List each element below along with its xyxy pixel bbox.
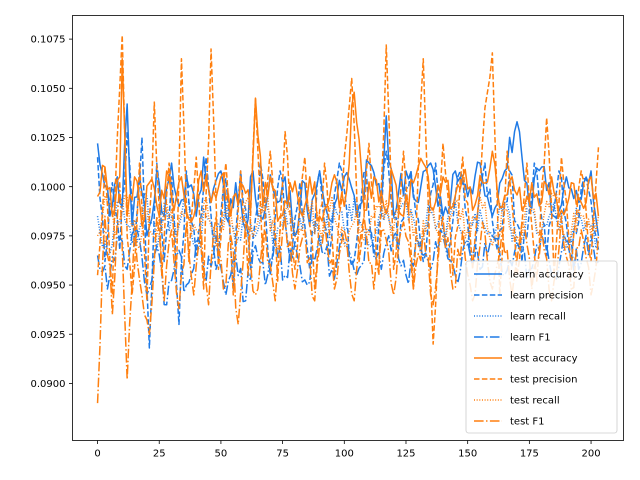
y-tick-label: 0.1025 [31, 133, 66, 144]
x-tick-label: 200 [582, 449, 601, 460]
x-tick-label: 150 [458, 449, 477, 460]
y-tick-label: 0.1075 [31, 35, 66, 46]
legend-label: learn accuracy [510, 270, 584, 281]
x-tick-label: 75 [276, 449, 289, 460]
legend-label: learn F1 [510, 333, 551, 344]
y-tick-label: 0.0975 [31, 231, 66, 242]
series-line-test-precision [96, 34, 600, 345]
y-tick-label: 0.1000 [31, 182, 66, 193]
y-axis: 0.0900 0.0925 0.0950 0.0975 0.1000 0.1025 0.10… [31, 35, 73, 390]
x-tick-label: 25 [153, 449, 166, 460]
series-line-test-recall [96, 191, 600, 252]
legend-label: test recall [510, 396, 560, 407]
legend-label: learn recall [510, 312, 566, 323]
y-tick-label: 0.1050 [31, 84, 66, 95]
plot-frame [72, 15, 624, 441]
y-tick-label: 0.0900 [31, 379, 66, 390]
series-line-learn-precision [96, 130, 600, 349]
x-axis: 0 25 50 75 100 125 150 175 200 [94, 440, 601, 460]
x-tick-label: 100 [335, 449, 354, 460]
legend-label: test F1 [510, 417, 545, 428]
legend-label: test precision [510, 375, 578, 386]
x-tick-label: 175 [520, 449, 539, 460]
legend: learn accuracy learn precision learn recal… [465, 260, 618, 434]
y-tick-label: 0.0925 [31, 330, 66, 341]
x-tick-label: 0 [94, 449, 100, 460]
legend-label: test accuracy [510, 354, 578, 365]
series-line-test-accuracy [96, 58, 600, 227]
legend-label: learn precision [510, 291, 584, 302]
y-tick-label: 0.0950 [31, 281, 66, 292]
x-tick-label: 125 [396, 449, 415, 460]
x-tick-label: 50 [215, 449, 228, 460]
legend-box [465, 260, 618, 434]
